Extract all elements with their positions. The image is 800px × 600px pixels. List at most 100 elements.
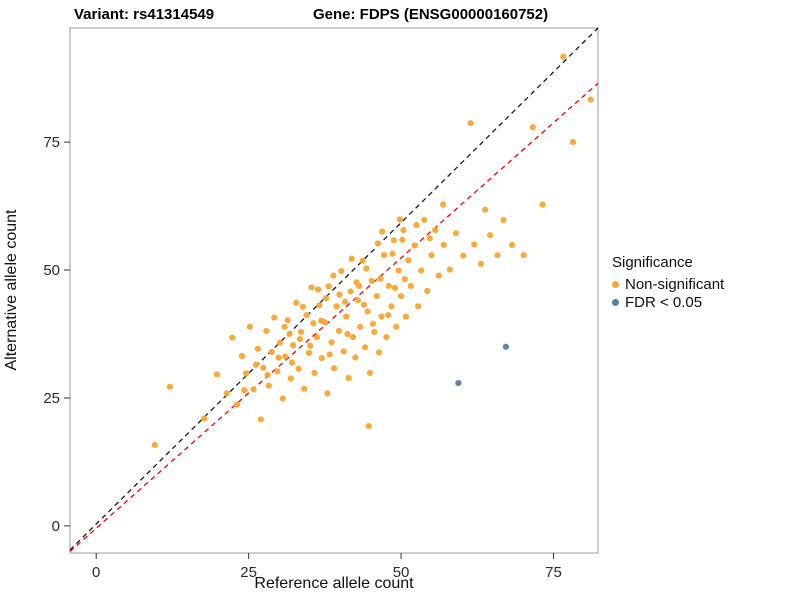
data-point-non-significant: [359, 257, 366, 264]
data-point-non-significant: [385, 282, 392, 289]
data-point-non-significant: [276, 339, 283, 346]
data-point-non-significant: [371, 328, 378, 336]
data-point-non-significant: [393, 323, 400, 330]
data-point-non-significant: [385, 311, 392, 319]
data-point-non-significant: [471, 241, 478, 248]
plot-title-gene: Gene: FDPS (ENSG00000160752): [313, 6, 549, 23]
data-point-non-significant: [344, 330, 351, 338]
data-point-non-significant: [338, 267, 345, 275]
data-point-non-significant: [587, 96, 594, 103]
data-point-non-significant: [366, 369, 374, 376]
fit-line: [69, 82, 599, 552]
data-point-non-significant: [250, 386, 257, 393]
data-point-non-significant: [318, 317, 325, 324]
data-point-non-significant: [254, 345, 261, 352]
data-point-non-significant: [395, 267, 402, 274]
data-point-non-significant: [348, 255, 355, 262]
legend-item-label-fdr: FDR < 0.05: [625, 293, 703, 311]
data-point-non-significant: [500, 216, 507, 223]
data-point-non-significant: [263, 327, 270, 335]
data-point-non-significant: [268, 348, 275, 356]
x-tick-label: 75: [545, 564, 562, 581]
data-point-non-significant: [297, 328, 305, 336]
data-point-non-significant: [373, 293, 380, 300]
data-point-non-significant: [333, 303, 340, 310]
data-point-non-significant: [281, 323, 288, 330]
legend-title: Significance: [612, 254, 693, 271]
data-point-non-significant: [452, 230, 460, 237]
data-point-non-significant: [486, 232, 494, 239]
data-point-non-significant: [467, 120, 474, 127]
data-point-non-significant: [426, 235, 433, 242]
data-point-non-significant: [233, 401, 241, 408]
data-point-non-significant: [318, 354, 325, 362]
data-point-non-significant: [400, 227, 407, 234]
data-point-non-significant: [520, 252, 527, 259]
data-point-non-significant: [288, 359, 296, 366]
data-point-non-significant: [399, 236, 406, 243]
y-tick-label: 25: [43, 390, 60, 407]
data-point-non-significant: [494, 252, 501, 259]
data-point-non-significant: [388, 303, 395, 310]
data-point-non-significant: [308, 284, 315, 291]
data-point-non-significant: [352, 354, 359, 361]
data-point-non-significant: [293, 299, 300, 306]
data-point-non-significant: [213, 371, 221, 378]
data-point-non-significant: [354, 297, 361, 304]
data-point-non-significant: [539, 201, 546, 208]
data-point-non-significant: [391, 284, 399, 292]
data-point-non-significant: [363, 265, 370, 272]
data-point-non-significant: [440, 201, 447, 208]
data-point-non-significant: [166, 383, 174, 390]
y-tick-label: 75: [43, 134, 60, 151]
data-point-non-significant: [286, 330, 293, 338]
data-point-non-significant: [377, 275, 384, 282]
data-point-non-significant: [340, 348, 347, 355]
data-point-non-significant: [413, 221, 420, 229]
data-point-non-significant: [446, 266, 453, 273]
non-significant-dot-icon: [612, 280, 619, 288]
data-point-non-significant: [376, 349, 383, 356]
data-point-non-significant: [305, 349, 313, 357]
data-point-non-significant: [295, 365, 302, 372]
data-point-non-significant: [330, 272, 337, 279]
data-point-non-significant: [279, 395, 286, 402]
plot-title-variant: Variant: rs41314549: [74, 6, 215, 23]
data-point-non-significant: [296, 336, 303, 343]
y-tick-label: 50: [43, 262, 60, 279]
legend-item-non-significant: Non-significant: [612, 275, 724, 293]
data-point-non-significant: [349, 333, 357, 341]
data-point-non-significant: [275, 354, 282, 361]
data-point-non-significant: [238, 352, 246, 360]
data-point-non-significant: [343, 313, 350, 320]
data-point-non-significant: [223, 390, 230, 397]
data-point-non-significant: [316, 302, 323, 309]
data-point-non-significant: [345, 374, 352, 382]
data-point-non-significant: [260, 364, 267, 371]
data-point-non-significant: [325, 283, 332, 290]
data-point-non-significant: [365, 422, 372, 430]
data-point-non-significant: [380, 252, 388, 259]
data-point-non-significant: [336, 291, 343, 298]
data-point-non-significant: [383, 333, 390, 341]
data-point-non-significant: [252, 361, 260, 368]
data-point-non-significant: [396, 216, 403, 223]
x-tick-label: 50: [393, 564, 410, 581]
data-point-non-significant: [284, 317, 291, 324]
data-point-non-significant: [311, 369, 318, 376]
legend-item-fdr: FDR < 0.05: [612, 293, 724, 311]
fdr-dot-icon: [612, 298, 619, 306]
data-point-non-significant: [229, 334, 236, 341]
data-point-non-significant: [415, 303, 422, 310]
data-point-non-significant: [440, 241, 447, 249]
data-point-non-significant: [368, 277, 375, 284]
data-point-non-significant: [310, 320, 317, 327]
data-point-non-significant: [435, 272, 442, 279]
data-point-non-significant: [460, 252, 467, 259]
data-point-non-significant: [432, 227, 439, 234]
data-point-non-significant: [397, 293, 405, 300]
data-point-non-significant: [290, 342, 297, 349]
y-tick-label: 0: [52, 518, 60, 535]
